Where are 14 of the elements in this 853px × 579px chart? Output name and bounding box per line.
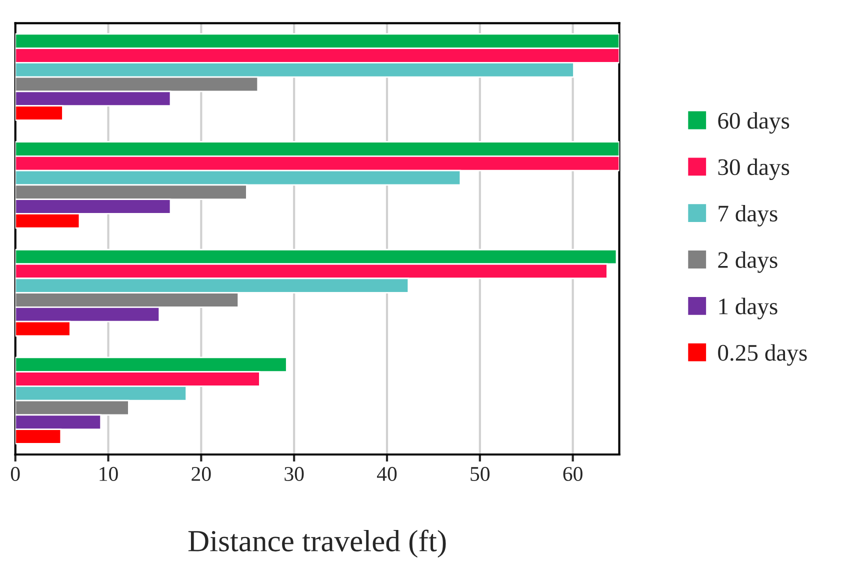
legend-label: 7 days bbox=[718, 204, 778, 226]
x-tick-label: 20 bbox=[192, 466, 211, 481]
x-tick-label: 60 bbox=[563, 466, 582, 481]
x-tick-label: 40 bbox=[376, 466, 397, 481]
x-tick-label: 10 bbox=[100, 466, 118, 481]
x-tick-label: 0 bbox=[10, 466, 20, 481]
x-tick-label: 50 bbox=[470, 466, 490, 481]
legend-label: 0.25 days bbox=[718, 344, 807, 366]
legend-label: 1 days bbox=[719, 298, 778, 320]
legend-label: 60 days bbox=[718, 112, 790, 134]
x-axis-title: Distance traveled (ft) bbox=[188, 530, 446, 558]
legend-label: 2 days bbox=[718, 251, 778, 273]
x-tick-label: 30 bbox=[284, 466, 304, 481]
legend-label: 30 days bbox=[718, 158, 790, 180]
